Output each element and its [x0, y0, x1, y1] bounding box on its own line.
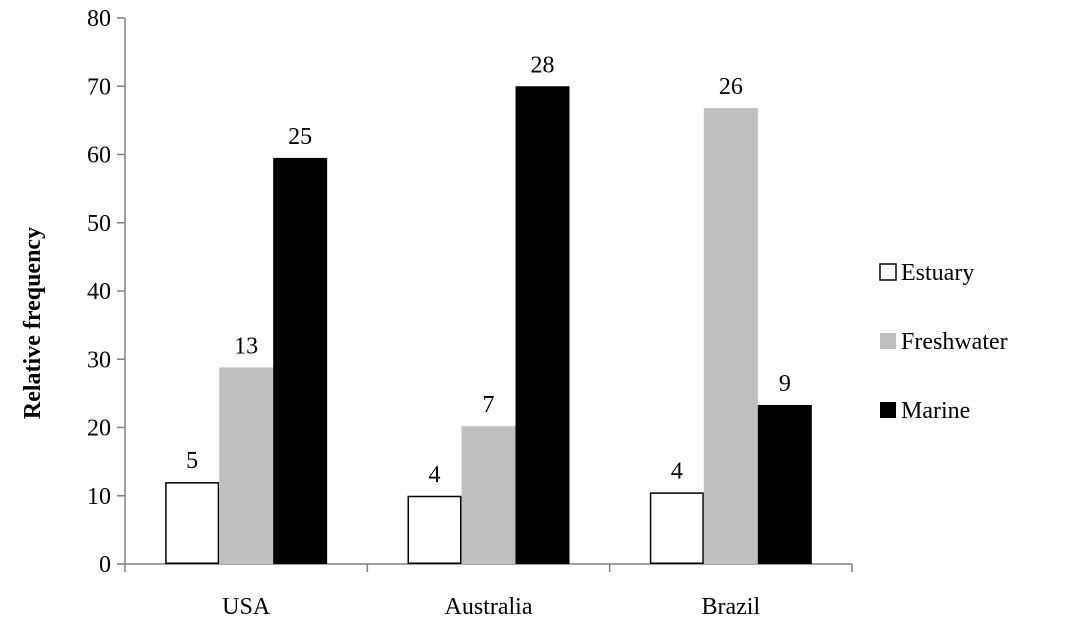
bar-estuary-brazil — [649, 492, 704, 564]
data-label: 4 — [671, 458, 683, 484]
bar-estuary-usa — [165, 482, 220, 565]
y-tick-label: 40 — [87, 279, 111, 305]
legend: Estuary Freshwater Marine — [879, 260, 1008, 424]
y-tick-label: 0 — [99, 552, 111, 578]
legend-swatch-marine — [880, 402, 896, 418]
x-tick-label: Brazil — [702, 594, 761, 620]
bar-estuary-australia — [407, 495, 462, 564]
data-label: 26 — [719, 74, 743, 100]
y-tick-label: 20 — [87, 416, 111, 442]
data-label: 25 — [288, 124, 312, 150]
y-tick-label: 60 — [87, 143, 111, 169]
legend-label-marine: Marine — [901, 398, 970, 424]
bar-marine-australia — [515, 86, 570, 564]
legend-swatch-estuary — [879, 263, 897, 281]
bar-freshwater-australia — [461, 426, 516, 564]
bar-freshwater-brazil — [703, 108, 758, 564]
bar-marine-usa — [273, 157, 328, 564]
x-tick-label: Australia — [445, 594, 533, 620]
data-label: 9 — [779, 371, 791, 397]
y-tick-label: 50 — [87, 211, 111, 237]
bar-freshwater-usa — [219, 367, 274, 564]
axes: 0 10 20 30 40 50 60 70 80 USA Australia Brazil — [87, 6, 853, 620]
y-axis-title: Relative frequency — [20, 227, 46, 419]
legend-swatch-freshwater — [880, 333, 896, 349]
data-labels: 5 4 4 13 7 26 25 28 9 — [186, 52, 791, 488]
y-tick-label: 80 — [87, 6, 111, 32]
legend-label-freshwater: Freshwater — [901, 329, 1008, 355]
data-label: 4 — [429, 462, 441, 488]
y-tick-label: 70 — [87, 74, 111, 100]
data-label: 13 — [234, 333, 258, 359]
legend-label-estuary: Estuary — [901, 260, 974, 286]
x-tick-label: USA — [222, 594, 271, 620]
bar-marine-brazil — [757, 404, 812, 564]
data-label: 28 — [531, 52, 555, 78]
y-tick-label: 10 — [87, 484, 111, 510]
y-tick-label: 30 — [87, 347, 111, 373]
data-label: 5 — [186, 448, 198, 474]
data-label: 7 — [483, 392, 495, 418]
bars — [165, 86, 812, 565]
